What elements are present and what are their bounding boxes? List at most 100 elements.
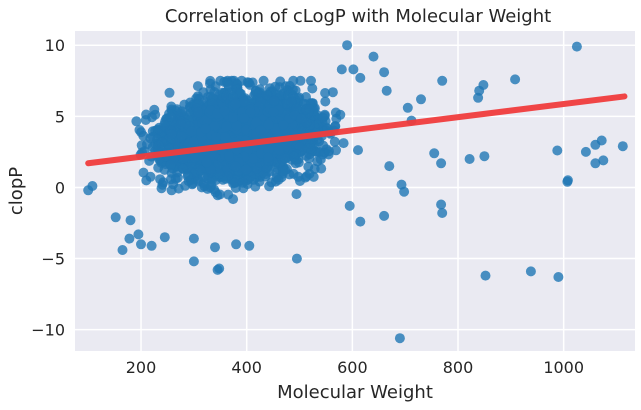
outlier-point <box>437 208 448 218</box>
outlier-point <box>464 154 475 164</box>
outlier-point <box>580 146 591 157</box>
data-point <box>156 183 167 194</box>
outlier-point <box>429 148 440 159</box>
data-point <box>305 143 316 154</box>
data-point <box>316 163 327 174</box>
data-point <box>258 75 269 86</box>
data-point <box>263 144 274 155</box>
data-point <box>329 136 340 147</box>
outlier-point <box>342 40 353 51</box>
data-point <box>198 172 209 182</box>
data-point <box>296 113 307 124</box>
outlier-point <box>552 145 563 156</box>
y-tick-label: −10 <box>31 321 65 340</box>
outlier-point <box>87 181 98 191</box>
outlier-point <box>479 151 490 162</box>
y-tick-label: −5 <box>41 250 65 269</box>
outlier-point <box>416 94 426 105</box>
data-point <box>307 83 318 94</box>
data-point <box>231 120 242 131</box>
data-point <box>175 118 186 129</box>
outlier-point <box>336 64 347 75</box>
data-point <box>186 126 197 137</box>
y-tick-labels: −10 −5 0 5 10 <box>31 36 65 339</box>
outlier-point <box>214 263 225 274</box>
outlier-point <box>379 210 390 221</box>
data-point <box>331 113 342 124</box>
y-tick-label: 10 <box>45 36 65 55</box>
data-point <box>164 87 175 98</box>
y-tick-label: 5 <box>55 107 65 126</box>
data-point <box>230 98 241 109</box>
data-point <box>237 177 248 188</box>
outlier-point <box>291 253 302 264</box>
data-point <box>165 111 176 122</box>
data-point <box>176 131 187 142</box>
data-point <box>263 152 274 163</box>
data-point <box>214 169 225 180</box>
outlier-point <box>223 80 234 90</box>
x-axis-label: Molecular Weight <box>277 382 433 403</box>
data-point <box>251 117 262 128</box>
data-point <box>228 112 238 123</box>
outlier-point <box>394 333 405 344</box>
data-point <box>153 140 164 151</box>
data-point <box>166 174 176 185</box>
outlier-point <box>590 139 601 150</box>
data-point <box>182 171 193 182</box>
data-point <box>150 109 161 120</box>
data-point <box>274 144 284 155</box>
data-point <box>178 163 189 174</box>
data-point <box>338 138 349 149</box>
data-point <box>211 132 221 143</box>
data-point <box>230 161 241 172</box>
outlier-point <box>402 102 413 113</box>
outlier-point <box>571 41 582 52</box>
y-axis-label: clopP <box>6 167 27 215</box>
scatter-points <box>83 40 628 344</box>
regression-line <box>85 93 628 167</box>
data-point <box>219 105 230 116</box>
data-point <box>214 189 225 200</box>
data-point <box>327 87 338 98</box>
data-point <box>141 175 152 186</box>
outlier-point <box>480 270 491 281</box>
data-point <box>188 136 199 147</box>
data-point <box>288 168 299 179</box>
outlier-point <box>384 161 395 172</box>
outlier-point <box>355 72 366 83</box>
outlier-point <box>437 75 448 86</box>
data-point <box>263 119 274 130</box>
outlier-point <box>525 266 536 277</box>
data-point <box>239 113 250 124</box>
outlier-point <box>146 240 157 251</box>
data-point <box>320 96 331 107</box>
data-point <box>324 146 334 157</box>
outlier-point <box>436 199 447 210</box>
outlier-point <box>125 215 136 226</box>
outlier-point <box>553 272 564 282</box>
data-point <box>295 75 306 86</box>
x-tick-label: 600 <box>337 358 368 377</box>
x-tick-label: 400 <box>231 358 262 377</box>
outlier-point <box>344 200 355 211</box>
data-point <box>166 185 177 196</box>
data-point <box>291 189 302 200</box>
outlier-point <box>381 85 392 96</box>
data-point <box>268 95 279 106</box>
data-point <box>141 109 152 120</box>
outlier-point <box>188 233 199 244</box>
outlier-point <box>159 232 170 243</box>
data-point <box>134 125 145 135</box>
data-point <box>165 160 176 171</box>
data-point <box>248 153 258 164</box>
outlier-point <box>110 212 121 223</box>
outlier-point <box>210 242 220 253</box>
data-point <box>255 125 266 135</box>
outlier-point <box>188 256 199 267</box>
data-point <box>277 166 288 177</box>
data-point <box>278 120 289 130</box>
x-tick-label: 200 <box>126 358 157 377</box>
data-point <box>229 177 240 188</box>
